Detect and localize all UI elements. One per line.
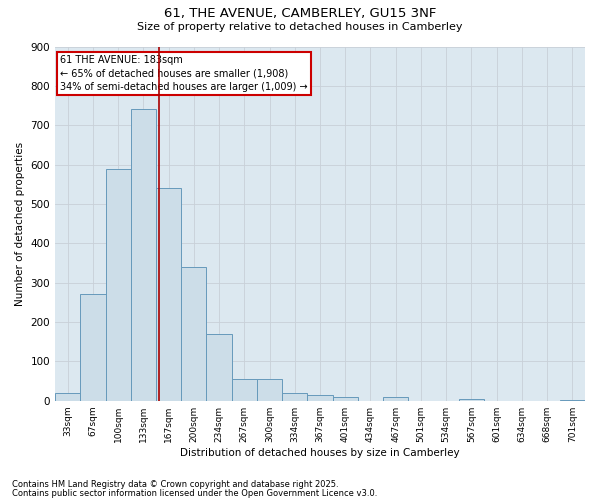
- Text: Size of property relative to detached houses in Camberley: Size of property relative to detached ho…: [137, 22, 463, 32]
- Bar: [383, 397, 409, 400]
- Bar: [257, 379, 282, 400]
- Bar: [206, 334, 232, 400]
- Bar: [131, 110, 156, 401]
- X-axis label: Distribution of detached houses by size in Camberley: Distribution of detached houses by size …: [180, 448, 460, 458]
- Text: 61, THE AVENUE, CAMBERLEY, GU15 3NF: 61, THE AVENUE, CAMBERLEY, GU15 3NF: [164, 8, 436, 20]
- Text: 61 THE AVENUE: 183sqm
← 65% of detached houses are smaller (1,908)
34% of semi-d: 61 THE AVENUE: 183sqm ← 65% of detached …: [61, 56, 308, 92]
- Bar: [80, 294, 106, 401]
- Bar: [55, 393, 80, 400]
- Text: Contains public sector information licensed under the Open Government Licence v3: Contains public sector information licen…: [12, 488, 377, 498]
- Bar: [106, 168, 131, 400]
- Bar: [332, 397, 358, 400]
- Text: Contains HM Land Registry data © Crown copyright and database right 2025.: Contains HM Land Registry data © Crown c…: [12, 480, 338, 489]
- Bar: [181, 267, 206, 400]
- Y-axis label: Number of detached properties: Number of detached properties: [15, 142, 25, 306]
- Bar: [459, 398, 484, 400]
- Bar: [282, 393, 307, 400]
- Bar: [156, 188, 181, 400]
- Bar: [307, 395, 332, 400]
- Bar: [232, 379, 257, 400]
